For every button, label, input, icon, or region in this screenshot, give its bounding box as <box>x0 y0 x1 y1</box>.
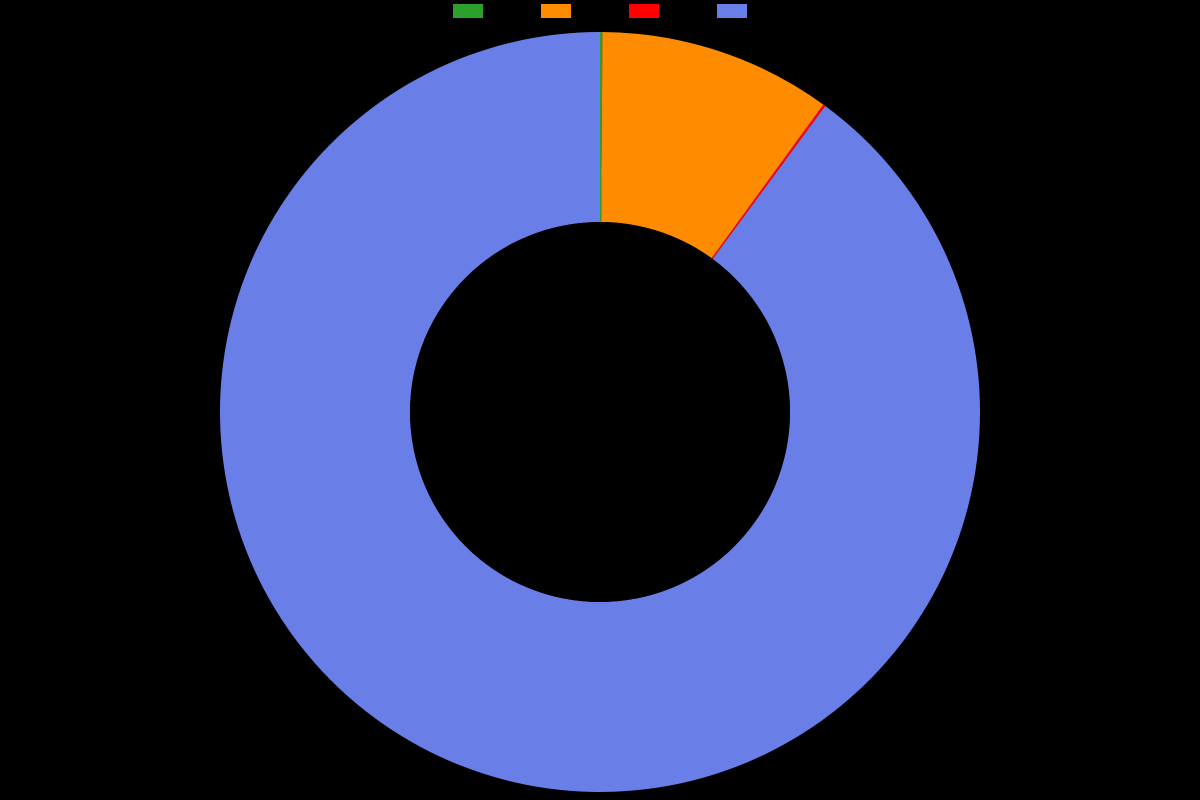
chart-stage <box>0 0 1200 800</box>
legend <box>0 4 1200 18</box>
donut-chart <box>0 24 1200 800</box>
donut-hole <box>410 222 790 602</box>
legend-swatch-green <box>453 4 483 18</box>
donut-svg <box>0 24 1200 800</box>
legend-swatch-orange <box>541 4 571 18</box>
legend-swatch-blue <box>717 4 747 18</box>
legend-swatch-red <box>629 4 659 18</box>
